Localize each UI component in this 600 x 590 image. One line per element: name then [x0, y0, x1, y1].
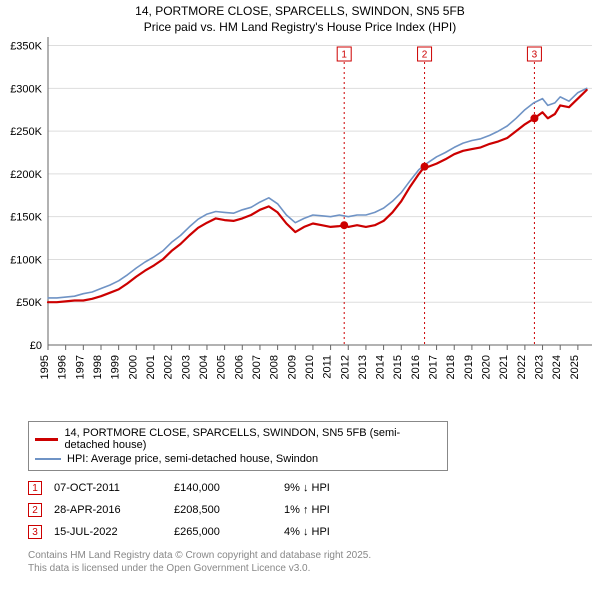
legend-label: HPI: Average price, semi-detached house,… [67, 453, 318, 465]
x-tick-label: 1995 [39, 355, 51, 379]
x-tick-label: 2019 [463, 355, 475, 379]
y-tick-label: £50K [16, 297, 42, 309]
event-row: 2 28-APR-2016£208,5001% ↑ HPI [28, 499, 342, 521]
y-tick-label: £0 [30, 340, 42, 352]
event-price: £208,500 [174, 499, 284, 521]
y-tick-label: £250K [10, 126, 42, 138]
x-tick-label: 2023 [534, 355, 546, 379]
event-marker-icon: 3 [28, 525, 42, 539]
x-tick-label: 2005 [216, 355, 228, 379]
legend-swatch [35, 438, 58, 441]
legend-row: HPI: Average price, semi-detached house,… [35, 452, 441, 466]
x-tick-label: 2017 [428, 355, 440, 379]
event-marker-label: 2 [422, 50, 428, 61]
x-tick-label: 2018 [445, 355, 457, 379]
x-tick-label: 2010 [304, 355, 316, 379]
y-tick-label: £200K [10, 169, 42, 181]
events-table: 1 07-OCT-2011£140,0009% ↓ HPI 2 28-APR-2016… [28, 477, 342, 543]
event-marker-icon: 2 [28, 503, 42, 517]
x-tick-label: 1997 [74, 355, 86, 379]
x-tick-label: 2013 [357, 355, 369, 379]
footer-attribution: Contains HM Land Registry data © Crown c… [28, 549, 592, 575]
x-tick-label: 2012 [339, 355, 351, 379]
chart-title: 14, PORTMORE CLOSE, SPARCELLS, SWINDON, … [0, 0, 600, 35]
x-tick-label: 2001 [145, 355, 157, 379]
footer-line-1: Contains HM Land Registry data © Crown c… [28, 549, 592, 562]
sale-point [530, 114, 538, 122]
x-tick-label: 2008 [269, 355, 281, 379]
x-tick-label: 2002 [163, 355, 175, 379]
x-tick-label: 2007 [251, 355, 263, 379]
event-marker-label: 1 [341, 50, 347, 61]
x-tick-label: 2000 [127, 355, 139, 379]
event-row: 1 07-OCT-2011£140,0009% ↓ HPI [28, 477, 342, 499]
x-tick-label: 2015 [392, 355, 404, 379]
legend: 14, PORTMORE CLOSE, SPARCELLS, SWINDON, … [28, 421, 448, 471]
x-tick-label: 2011 [322, 355, 334, 379]
event-delta: 4% ↓ HPI [284, 521, 342, 543]
x-tick-label: 2003 [180, 355, 192, 379]
event-date: 28-APR-2016 [54, 499, 174, 521]
x-tick-label: 1999 [110, 355, 122, 379]
x-tick-label: 1998 [92, 355, 104, 379]
event-date: 15-JUL-2022 [54, 521, 174, 543]
sale-point [421, 163, 429, 171]
x-tick-label: 2004 [198, 355, 210, 379]
event-row: 3 15-JUL-2022£265,0004% ↓ HPI [28, 521, 342, 543]
x-tick-label: 2014 [375, 355, 387, 379]
x-tick-label: 2024 [551, 355, 563, 379]
y-tick-label: £300K [10, 84, 42, 96]
x-tick-label: 2025 [569, 355, 581, 379]
x-tick-label: 2016 [410, 355, 422, 379]
legend-row: 14, PORTMORE CLOSE, SPARCELLS, SWINDON, … [35, 426, 441, 452]
x-tick-label: 1996 [57, 355, 69, 379]
y-tick-label: £150K [10, 212, 42, 224]
event-delta: 9% ↓ HPI [284, 477, 342, 499]
y-tick-label: £100K [10, 255, 42, 267]
x-tick-label: 2006 [233, 355, 245, 379]
legend-swatch [35, 458, 61, 460]
event-price: £140,000 [174, 477, 284, 499]
event-date: 07-OCT-2011 [54, 477, 174, 499]
title-line-2: Price paid vs. HM Land Registry's House … [0, 20, 600, 36]
event-price: £265,000 [174, 521, 284, 543]
legend-label: 14, PORTMORE CLOSE, SPARCELLS, SWINDON, … [64, 427, 441, 451]
event-delta: 1% ↑ HPI [284, 499, 342, 521]
sale-point [340, 221, 348, 229]
x-tick-label: 2022 [516, 355, 528, 379]
x-tick-label: 2020 [481, 355, 493, 379]
y-tick-label: £350K [10, 41, 42, 53]
title-line-1: 14, PORTMORE CLOSE, SPARCELLS, SWINDON, … [0, 4, 600, 20]
footer-line-2: This data is licensed under the Open Gov… [28, 562, 592, 575]
x-tick-label: 2021 [498, 355, 510, 379]
chart-area: £0 £50K £100K £150K £200K £250K £300K £350K 1995… [0, 35, 600, 415]
x-tick-label: 2009 [286, 355, 298, 379]
line-chart-svg: £0 £50K £100K £150K £200K £250K £300K £350K 1995… [0, 35, 600, 415]
event-marker-icon: 1 [28, 481, 42, 495]
event-marker-label: 3 [532, 50, 538, 61]
